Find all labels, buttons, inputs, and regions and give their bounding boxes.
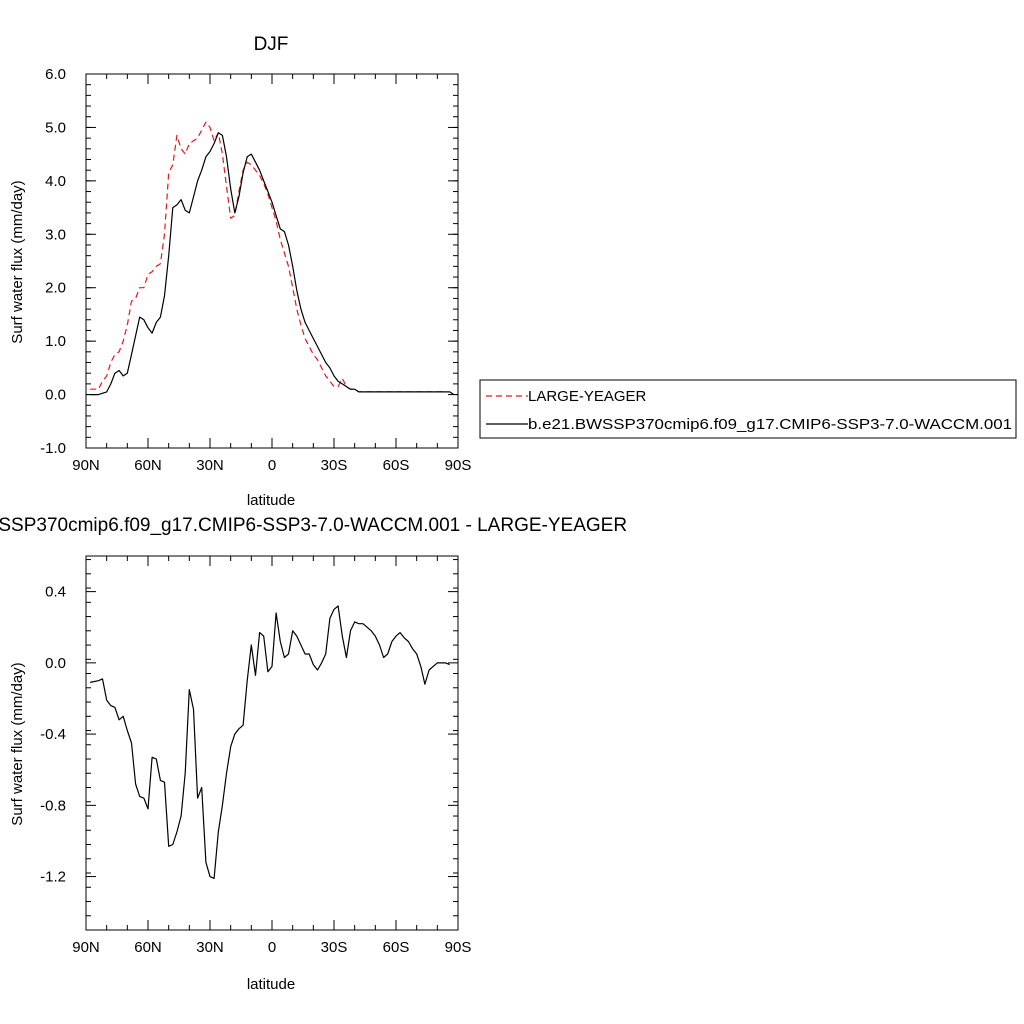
x-tick-label: 30N: [196, 939, 224, 956]
panel-bottom-title: b.e21.BWSSP370cmip6.f09_g17.CMIP6-SSP3-7…: [0, 515, 627, 536]
legend: LARGE-YEAGER b.e21.BWSSP370cmip6.f09_g17…: [479, 379, 1017, 439]
panel-top-xlabel: latitude: [247, 492, 295, 509]
x-tick-label: 30S: [321, 939, 348, 956]
panel-top: DJF 90N 60N 30N 0 30S 60S 90S 6.0 5.0 4.0 3.0 2.0 1.…: [9, 34, 471, 509]
y-tick-label: 6.0: [45, 66, 66, 83]
x-tick-label: 90N: [72, 939, 100, 956]
x-tick-label: 30N: [196, 457, 224, 474]
y-tick-label: -1.0: [40, 440, 66, 457]
x-tick-label: 60S: [383, 939, 410, 956]
panel-top-title: DJF: [254, 34, 289, 55]
y-tick-label: 4.0: [45, 173, 66, 190]
x-tick-label: 90N: [72, 457, 100, 474]
panel-bottom-ylabel: Surf water flux (mm/day): [9, 662, 26, 825]
panel-top-ticks: 90N 60N 30N 0 30S 60S 90S 6.0 5.0 4.0 3.0 2.0 1.0 0.0…: [40, 66, 471, 474]
y-tick-label: 3.0: [45, 226, 66, 243]
panel-bottom-ticks: 90N 60N 30N 0 30S 60S 90S 0.4 0.0 -0.4 -0.8 -1.2: [40, 556, 471, 956]
panel-top-series: [90, 121, 455, 396]
x-tick-label: 60N: [134, 939, 162, 956]
legend-box: [479, 379, 1017, 439]
x-tick-label: 60N: [134, 457, 162, 474]
y-tick-label: -1.2: [40, 869, 66, 886]
panel-top-ylabel: Surf water flux (mm/day): [9, 180, 26, 343]
panel-bottom: b.e21.BWSSP370cmip6.f09_g17.CMIP6-SSP3-7…: [0, 515, 627, 993]
legend-label-waccm: b.e21.BWSSP370cmip6.f09_g17.CMIP6-SSP3-7…: [528, 416, 1012, 433]
panel-bottom-xlabel: latitude: [247, 976, 295, 993]
y-tick-label: 2.0: [45, 280, 66, 297]
y-tick-label: 1.0: [45, 333, 66, 350]
y-tick-label: 0.0: [45, 387, 66, 404]
y-tick-label: -0.8: [40, 797, 66, 814]
y-tick-label: 0.0: [45, 655, 66, 672]
panel-bottom-series: [89, 605, 450, 880]
y-tick-label: 0.4: [45, 584, 66, 601]
y-tick-label: 5.0: [45, 119, 66, 136]
x-tick-label: 30S: [321, 457, 348, 474]
series-line-top-1: [90, 132, 455, 396]
legend-label-large-yeager: LARGE-YEAGER: [528, 388, 647, 405]
x-tick-label: 0: [268, 457, 276, 474]
panel-bottom-frame: [85, 555, 459, 931]
x-tick-label: 90S: [445, 457, 472, 474]
series-line-top-0: [90, 121, 446, 393]
x-tick-label: 0: [268, 939, 276, 956]
x-tick-label: 90S: [445, 939, 472, 956]
x-tick-label: 60S: [383, 457, 410, 474]
y-tick-label: -0.4: [40, 726, 66, 743]
series-line-bottom-0: [89, 605, 450, 880]
